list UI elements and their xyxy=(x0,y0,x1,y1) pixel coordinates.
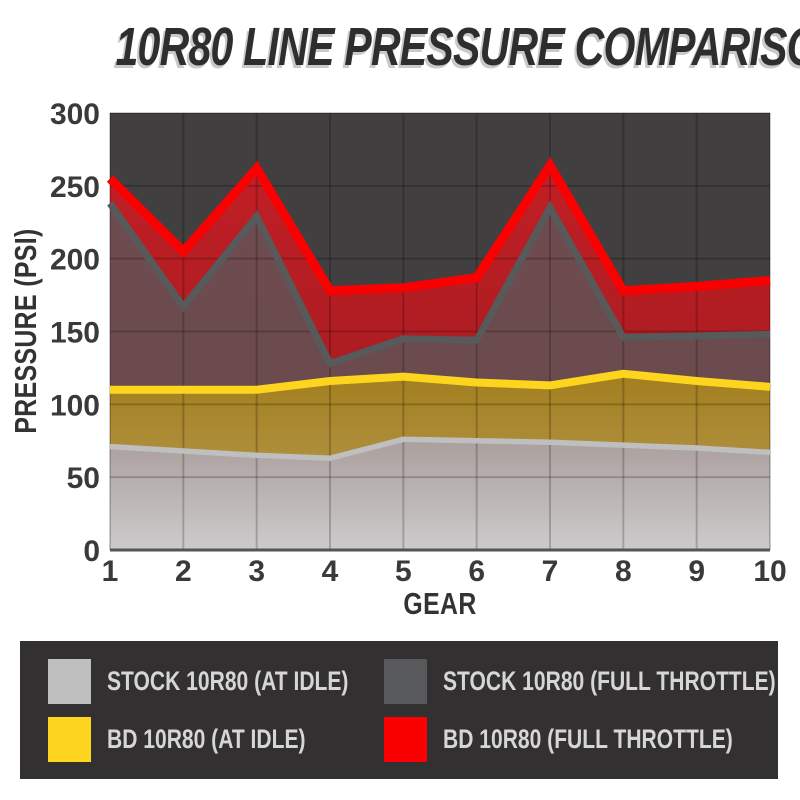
page: 10R80 LINE PRESSURE COMPARISON 0 50 100 150… xyxy=(0,0,800,779)
legend-swatch-stock-full-throttle xyxy=(383,658,427,704)
x-axis-tick-labels: 1 2 3 4 5 6 7 8 9 10 xyxy=(102,555,787,588)
legend-swatch-stock-idle xyxy=(48,658,91,704)
x-tick-label: 9 xyxy=(688,555,705,588)
y-tick-label: 50 xyxy=(67,462,100,495)
x-tick-label: 7 xyxy=(542,555,559,588)
x-tick-label: 3 xyxy=(248,555,265,588)
line-pressure-chart: 0 50 100 150 200 250 300 1 2 3 4 5 6 7 8 9 10 PRESSURE … xyxy=(8,98,787,621)
x-tick-label: 2 xyxy=(175,555,192,588)
area-stock-idle xyxy=(110,439,770,550)
x-tick-label: 5 xyxy=(395,555,412,588)
x-tick-label: 6 xyxy=(468,555,485,588)
y-tick-label: 0 xyxy=(83,535,100,568)
x-tick-label: 1 xyxy=(102,555,119,588)
legend-swatch-bd-idle xyxy=(48,716,91,762)
line-stock-full-throttle xyxy=(107,200,771,368)
series-lines xyxy=(106,156,771,461)
title-row: 10R80 LINE PRESSURE COMPARISON xyxy=(0,0,800,90)
line-stock-idle xyxy=(109,436,771,461)
legend-item-bd-idle: BD 10R80 (AT IDLE) xyxy=(48,716,384,762)
y-tick-label: 150 xyxy=(50,317,100,350)
y-tick-label: 100 xyxy=(50,389,100,422)
legend-label-bd-idle: BD 10R80 (AT IDLE) xyxy=(107,723,306,754)
legend-label-bd-full-throttle: BD 10R80 (FULL THROTTLE) xyxy=(442,723,733,754)
gridlines xyxy=(109,112,771,551)
y-axis-title: PRESSURE (PSI) xyxy=(8,228,42,433)
y-tick-label: 300 xyxy=(50,98,100,131)
line-bd-full-throttle xyxy=(106,156,771,296)
legend-label-stock-idle: STOCK 10R80 (AT IDLE) xyxy=(107,665,349,696)
y-axis-tick-labels: 0 50 100 150 200 250 300 xyxy=(50,98,100,568)
y-tick-label: 250 xyxy=(50,171,100,204)
line-bd-idle xyxy=(110,369,771,394)
x-axis-title: GEAR xyxy=(403,586,476,620)
legend-item-stock-full-throttle: STOCK 10R80 (FULL THROTTLE) xyxy=(383,658,778,704)
legend-swatch-bd-full-throttle xyxy=(383,716,427,762)
x-tick-label: 4 xyxy=(322,555,339,588)
legend: STOCK 10R80 (AT IDLE) STOCK 10R80 (FULL … xyxy=(20,641,778,779)
legend-label-stock-full-throttle: STOCK 10R80 (FULL THROTTLE) xyxy=(442,665,776,696)
y-tick-label: 200 xyxy=(50,244,100,277)
x-tick-label: 10 xyxy=(753,555,786,588)
legend-item-stock-idle: STOCK 10R80 (AT IDLE) xyxy=(48,658,384,704)
legend-item-bd-full-throttle: BD 10R80 (FULL THROTTLE) xyxy=(383,716,778,762)
x-tick-label: 8 xyxy=(615,555,632,588)
page-title: 10R80 LINE PRESSURE COMPARISON xyxy=(115,17,800,77)
